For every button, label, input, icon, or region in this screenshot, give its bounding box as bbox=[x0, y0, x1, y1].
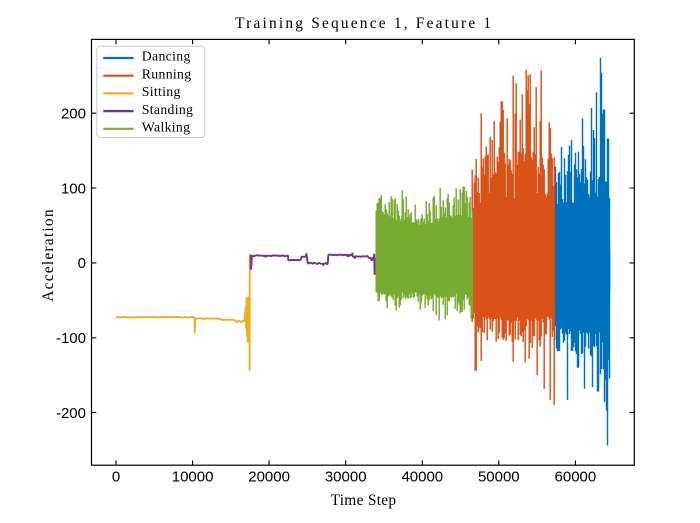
svg-text:100: 100 bbox=[61, 180, 86, 197]
svg-text:30000: 30000 bbox=[325, 468, 367, 485]
svg-text:Standing: Standing bbox=[142, 102, 193, 117]
svg-text:60000: 60000 bbox=[555, 468, 597, 485]
svg-text:10000: 10000 bbox=[172, 468, 214, 485]
svg-text:Walking: Walking bbox=[142, 120, 191, 135]
svg-text:Time Step: Time Step bbox=[331, 492, 397, 509]
svg-text:0: 0 bbox=[78, 255, 86, 272]
svg-text:50000: 50000 bbox=[478, 468, 520, 485]
svg-text:Training Sequence 1, Feature 1: Training Sequence 1, Feature 1 bbox=[235, 15, 493, 32]
svg-text:200: 200 bbox=[61, 106, 86, 123]
svg-text:Dancing: Dancing bbox=[142, 49, 191, 64]
svg-text:0: 0 bbox=[112, 468, 120, 485]
svg-text:Sitting: Sitting bbox=[142, 84, 181, 99]
svg-text:Running: Running bbox=[142, 66, 192, 81]
svg-text:20000: 20000 bbox=[248, 468, 290, 485]
svg-text:-200: -200 bbox=[56, 405, 86, 422]
svg-text:-100: -100 bbox=[56, 330, 86, 347]
svg-text:40000: 40000 bbox=[401, 468, 443, 485]
svg-text:Acceleration: Acceleration bbox=[40, 208, 57, 302]
